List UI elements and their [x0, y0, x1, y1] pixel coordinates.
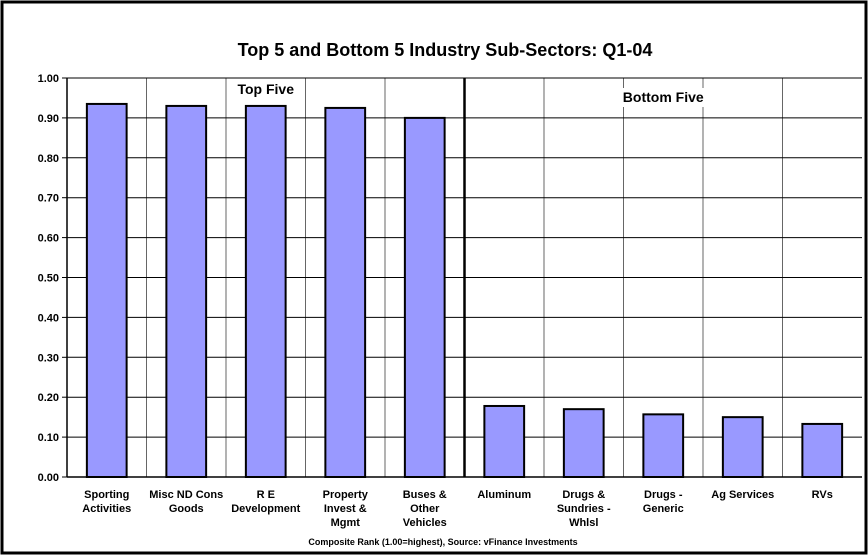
- x-tick-label: Aluminum: [477, 489, 531, 501]
- x-tick-label: Sporting Activities: [82, 489, 131, 515]
- bar: [165, 104, 208, 479]
- y-tick-label: 0.20: [38, 392, 59, 404]
- y-tick-label: 0.40: [38, 312, 59, 324]
- bars: [85, 102, 844, 479]
- y-tick-label: 0.90: [38, 113, 59, 125]
- bar: [324, 106, 367, 479]
- bar: [801, 422, 844, 479]
- x-tick-label: Drugs -Generic: [643, 489, 684, 515]
- y-tick-label: 1.00: [38, 73, 59, 85]
- x-tick-label: RVs: [812, 489, 833, 501]
- x-tick-label: Drugs & Sundries -Whlsl: [557, 489, 611, 529]
- group-label-bottom-five: Bottom Five: [623, 89, 704, 105]
- y-tick-label: 0.60: [38, 233, 59, 245]
- y-tick-label: 0.00: [38, 472, 59, 484]
- y-tick-label: 0.10: [38, 432, 59, 444]
- group-label-top-five: Top Five: [237, 81, 294, 97]
- x-tick-label: Ag Services: [711, 489, 774, 501]
- y-tick-label: 0.70: [38, 193, 59, 205]
- bar: [562, 408, 605, 479]
- y-tick-label: 0.80: [38, 153, 59, 165]
- chart-title: Top 5 and Bottom 5 Industry Sub-Sectors:…: [238, 40, 653, 60]
- group-label-background: [616, 88, 710, 107]
- y-tick-labels: 0.00 0.10 0.20 0.30 0.40 0.50 0.60 0.70 0.80 0.90…: [38, 73, 59, 484]
- x-tick-label: Misc ND Cons Goods: [149, 489, 223, 515]
- bar: [642, 413, 685, 478]
- bar: [721, 416, 764, 478]
- group-label-background: [231, 80, 301, 99]
- bar: [403, 116, 446, 479]
- x-axis-label: Composite Rank (1.00=highest), Source: v…: [308, 537, 577, 547]
- x-tick-label: Buses & Other Vehicles: [403, 489, 447, 529]
- bar: [244, 104, 287, 479]
- axes: [62, 77, 862, 478]
- x-tick-label: R E Development: [231, 489, 300, 515]
- x-tick-labels: Sporting Activities Misc ND Cons Goods R E De…: [82, 489, 833, 529]
- bar: [483, 404, 526, 478]
- bar: [85, 102, 128, 478]
- x-tick-label: Property Invest & Mgmt: [323, 489, 369, 529]
- y-tick-label: 0.50: [38, 273, 59, 285]
- y-tick-label: 0.30: [38, 352, 59, 364]
